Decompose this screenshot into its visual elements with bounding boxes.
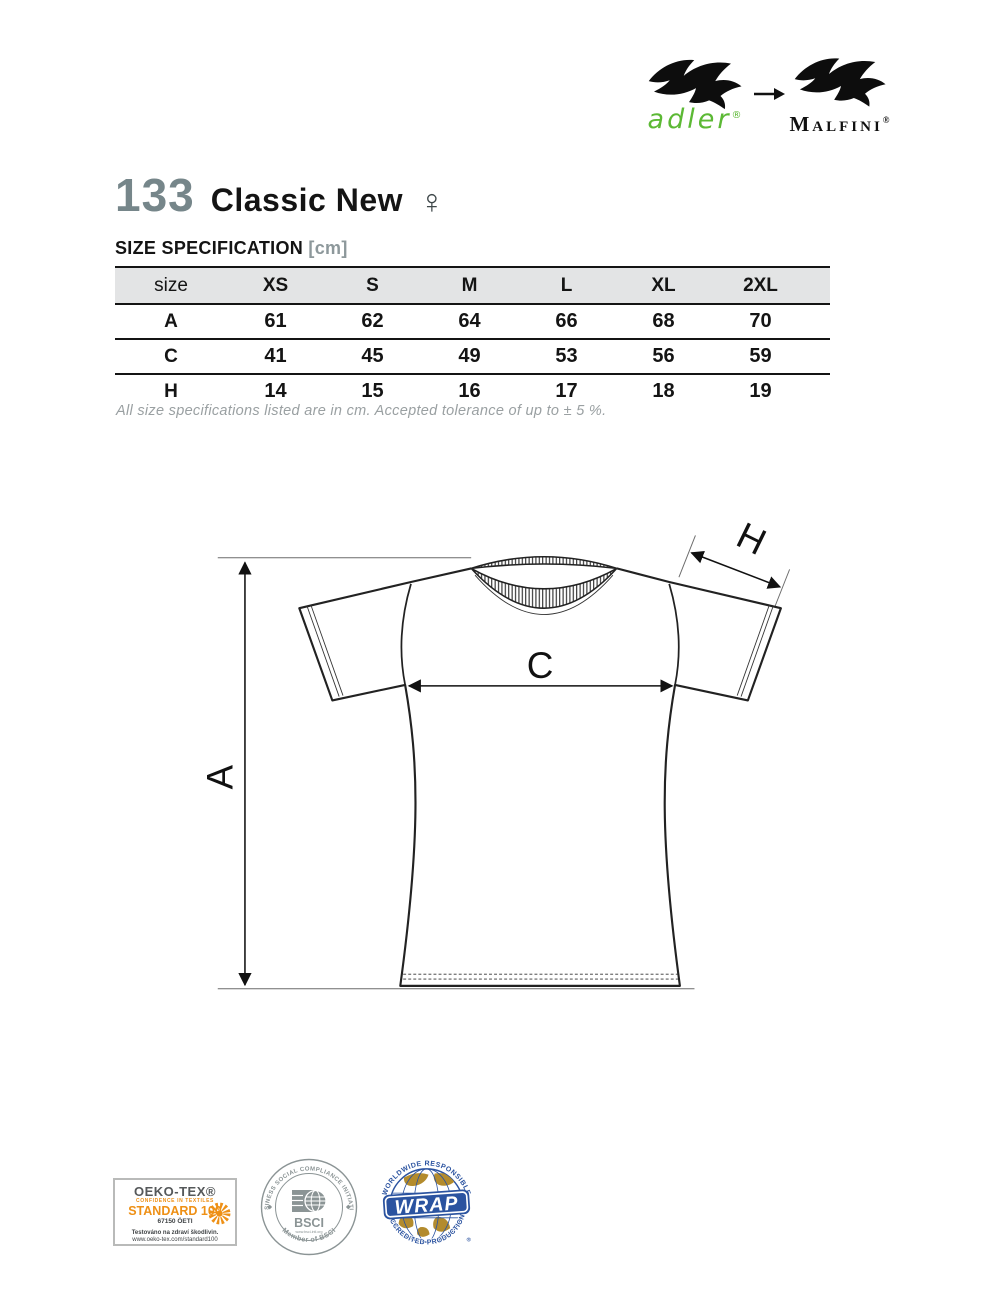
collar-front-band — [470, 567, 618, 609]
value-a-xl: 68 — [652, 310, 675, 332]
row-label: A — [164, 310, 178, 332]
oekotex-certification-badge: OEKO-TEX® CONFIDENCE IN TEXTILES STANDAR… — [113, 1178, 237, 1246]
adler-logo: adler® — [644, 50, 748, 135]
value-c-xl: 56 — [652, 345, 675, 367]
col-header-size: size — [154, 274, 188, 296]
collar-seam — [474, 574, 614, 615]
value-a-2xl: 70 — [749, 310, 772, 332]
size-table-header-row: size XS S M L XL 2XL — [115, 266, 830, 305]
wrap-name: WRAP — [394, 1192, 459, 1218]
value-c-l: 53 — [555, 345, 578, 367]
value-a-l: 66 — [555, 310, 578, 332]
wrap-banner: WRAP — [382, 1189, 471, 1220]
tolerance-note: All size specifications listed are in cm… — [116, 403, 607, 419]
table-row-c: C 41 45 49 53 56 59 — [115, 340, 830, 375]
size-specification-heading: SIZE SPECIFICATION [cm] — [115, 238, 348, 259]
value-h-s: 15 — [361, 380, 384, 402]
bsci-certification-badge: BUSINESS SOCIAL COMPLIANCE INITIATIVE Me… — [259, 1157, 358, 1256]
bsci-name: BSCI — [294, 1216, 324, 1230]
h-extension-line-cuff — [772, 569, 791, 612]
female-gender-icon: ♀ — [419, 183, 445, 221]
value-a-s: 62 — [361, 310, 384, 332]
value-c-m: 49 — [458, 345, 481, 367]
dimension-line-h — [690, 550, 782, 589]
oekotex-cert-number: 67150 ÖETI — [157, 1218, 193, 1225]
row-label: C — [164, 345, 178, 367]
oekotex-tagline: CONFIDENCE IN TEXTILES — [136, 1198, 214, 1204]
value-a-m: 64 — [458, 310, 481, 332]
col-header-s: S — [366, 274, 379, 296]
value-h-l: 17 — [555, 380, 578, 402]
oekotex-url: www.oeko-tex.com/standard100 — [132, 1237, 218, 1243]
oekotex-flower-icon — [208, 1202, 231, 1225]
size-table: size XS S M L XL 2XL A 61 62 64 66 68 70… — [115, 266, 830, 408]
col-header-xs: XS — [262, 274, 289, 296]
value-c-xs: 41 — [264, 345, 287, 367]
brand-transition-arrow-icon — [754, 88, 785, 100]
cuff-stitch — [306, 606, 340, 697]
adler-eagle-icon — [648, 59, 742, 110]
malfini-logo: Malfini® — [782, 50, 900, 136]
tshirt-measurement-diagram: A C H — [199, 515, 791, 990]
value-h-2xl: 19 — [749, 380, 772, 402]
value-a-xs: 61 — [264, 310, 287, 332]
value-h-xl: 18 — [652, 380, 675, 402]
armhole-seam-left — [400, 583, 412, 686]
dimension-label-h: H — [730, 515, 772, 563]
value-c-2xl: 59 — [749, 345, 772, 367]
bsci-hand-globe-icon — [292, 1189, 327, 1213]
product-name: Classic New — [210, 182, 404, 218]
bsci-diamond-right — [345, 1204, 351, 1210]
table-row-h: H 14 15 16 17 18 19 — [115, 375, 830, 408]
h-extension-line-shoulder — [678, 535, 696, 578]
value-h-xs: 14 — [264, 380, 287, 402]
oekotex-brand: OEKO-TEX® — [134, 1184, 216, 1199]
col-header-m: M — [461, 274, 478, 296]
col-header-xl: XL — [651, 274, 676, 296]
bsci-diamond-left — [267, 1204, 273, 1210]
collar-back-band — [470, 556, 618, 570]
wrap-certification-badge: WORLDWIDE RESPONSIBLE ACCREDITED PRODUCT… — [381, 1160, 472, 1248]
oekotex-claim: Testováno na zdraví škodlivin. — [131, 1230, 219, 1236]
heading-text: SIZE SPECIFICATION — [115, 238, 304, 258]
dimension-label-c: C — [527, 645, 554, 686]
value-c-s: 45 — [361, 345, 384, 367]
dimension-label-a: A — [199, 764, 240, 789]
heading-unit: [cm] — [308, 238, 348, 258]
product-title: 133 Classic New ♀ — [115, 168, 445, 222]
malfini-wordmark: Malfini® — [789, 112, 893, 136]
cuff-stitch — [736, 605, 770, 696]
bsci-url: www.bsci-intl.org — [296, 1230, 323, 1234]
adler-reg-mark: ® — [731, 110, 745, 121]
wrap-reg-mark: ® — [467, 1237, 472, 1244]
adler-wordmark: adler® — [647, 104, 745, 135]
armhole-seam-right — [668, 583, 680, 686]
cuff-stitch — [310, 605, 344, 696]
value-h-m: 16 — [458, 380, 481, 402]
product-number: 133 — [115, 169, 195, 221]
malfini-eagle-icon — [794, 58, 886, 107]
malfini-reg-mark: ® — [882, 115, 893, 125]
row-label: H — [164, 380, 178, 402]
cuff-stitch — [740, 606, 774, 697]
tshirt-outline — [298, 567, 782, 987]
col-header-l: L — [560, 274, 573, 296]
table-row-a: A 61 62 64 66 68 70 — [115, 305, 830, 340]
col-header-2xl: 2XL — [743, 274, 778, 296]
oekotex-standard: STANDARD 100 — [128, 1204, 222, 1218]
